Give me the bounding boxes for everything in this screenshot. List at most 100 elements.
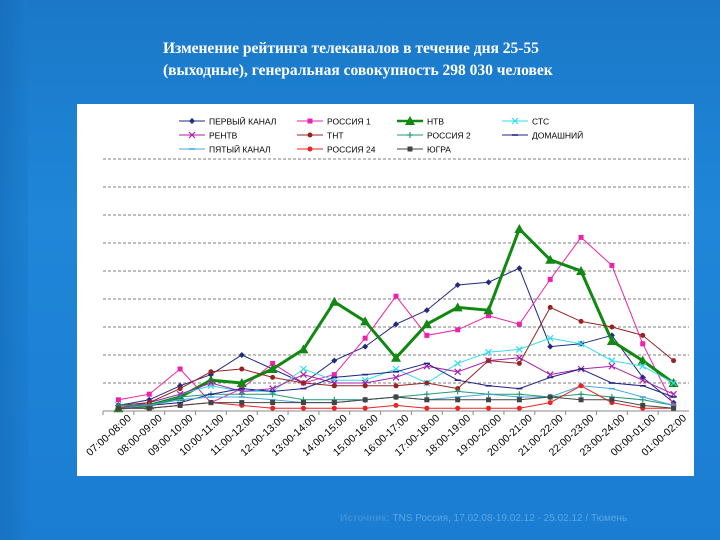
data-point xyxy=(454,359,462,367)
data-point xyxy=(639,376,647,384)
data-point xyxy=(331,405,337,411)
data-point xyxy=(300,400,306,406)
data-point xyxy=(205,375,216,385)
data-point xyxy=(578,397,584,403)
data-point xyxy=(267,364,278,373)
line-chart: 07:00-08:0008:00-09:0009:00-10:0010:00-1… xyxy=(84,116,689,459)
data-point xyxy=(545,254,556,264)
data-point xyxy=(270,400,276,406)
data-point xyxy=(391,352,401,362)
slide-title-line-2: (выходные), генеральная совокупность 298… xyxy=(163,62,553,79)
legend-item: ПЕРВЫЙ КАНАЛ xyxy=(179,116,276,127)
data-point xyxy=(362,383,368,389)
legend-item: НТВ xyxy=(397,116,444,127)
data-point xyxy=(424,332,430,338)
legend-item: ТНТ xyxy=(297,131,344,141)
chart-panel: 07:00-08:00 08:00-09:00 09:00-10:00 10:00-1… xyxy=(77,104,694,476)
data-point xyxy=(671,405,677,411)
legend-label: НТВ xyxy=(427,117,444,127)
data-point xyxy=(407,132,413,138)
data-point xyxy=(307,132,313,138)
data-point xyxy=(452,302,463,312)
data-point xyxy=(300,380,306,386)
data-point xyxy=(578,383,584,389)
data-point xyxy=(485,279,492,286)
data-point xyxy=(189,118,195,124)
data-point xyxy=(393,321,399,328)
data-point xyxy=(177,386,183,392)
data-point xyxy=(331,400,337,406)
data-point xyxy=(514,224,525,233)
slide-title-line-1: Изменение рейтинга телеканалов в течение… xyxy=(163,40,539,57)
data-point xyxy=(177,366,183,372)
data-point xyxy=(270,374,276,380)
legend-item: ДОМАШНИЙ xyxy=(502,130,583,141)
data-point xyxy=(516,321,522,327)
data-point xyxy=(454,388,461,395)
axis-layer xyxy=(102,410,689,415)
legend-label: ПЕРВЫЙ КАНАЛ xyxy=(209,116,276,127)
data-point xyxy=(236,378,247,387)
data-point xyxy=(177,402,183,408)
series-layer xyxy=(113,224,679,413)
data-point xyxy=(392,373,400,381)
legend-label: РОССИЯ 1 xyxy=(327,117,371,127)
data-point xyxy=(609,397,615,403)
data-point xyxy=(516,405,522,411)
data-point xyxy=(547,304,553,310)
legend-label: ЮГРА xyxy=(427,145,451,155)
data-point xyxy=(546,334,554,342)
data-point xyxy=(547,343,554,350)
data-point xyxy=(609,262,615,268)
data-point xyxy=(486,313,492,319)
data-point xyxy=(455,397,461,403)
slide-title: Изменение рейтинга телеканалов в течение… xyxy=(163,38,703,82)
data-point xyxy=(362,397,368,403)
data-point xyxy=(298,344,309,354)
data-point xyxy=(270,405,276,411)
data-point xyxy=(360,316,371,326)
data-point xyxy=(208,400,214,406)
legend-item: РОССИЯ 24 xyxy=(297,145,376,155)
legend-label: ПЯТЫЙ КАНАЛ xyxy=(209,144,271,155)
data-point xyxy=(578,391,585,398)
data-point xyxy=(515,345,523,353)
decorative-side-bar xyxy=(0,0,28,540)
data-point xyxy=(640,332,646,338)
data-point xyxy=(331,357,338,364)
series-line xyxy=(118,226,675,410)
data-point xyxy=(547,394,553,400)
data-point xyxy=(238,352,245,358)
legend-label: ТНТ xyxy=(327,131,344,141)
data-point xyxy=(608,357,616,365)
data-point xyxy=(270,360,276,366)
data-point xyxy=(483,305,494,315)
data-point xyxy=(578,234,584,240)
data-point xyxy=(609,324,615,330)
data-point xyxy=(485,348,492,356)
legend-item: ЮГРА xyxy=(397,145,451,155)
legend-item: РОССИЯ 1 xyxy=(297,117,371,127)
legend-label: РОССИЯ 2 xyxy=(427,131,471,141)
data-point xyxy=(606,336,617,345)
data-point xyxy=(405,116,415,125)
data-point xyxy=(516,397,522,403)
legend-label: РОССИЯ 24 xyxy=(327,145,376,155)
legend-label: ДОМАШНИЙ xyxy=(532,130,583,141)
data-point xyxy=(516,360,522,366)
data-point xyxy=(239,400,245,406)
data-point xyxy=(329,296,340,306)
legend: ПЕРВЫЙ КАНАЛ РОССИЯ 1 НТВ СТС РЕНТВ ТНТ РОССИЯ… xyxy=(179,116,583,155)
legend-item: РОССИЯ 2 xyxy=(397,131,471,141)
data-point xyxy=(670,379,678,387)
data-point xyxy=(576,266,587,275)
data-point xyxy=(454,282,461,288)
series-3 xyxy=(113,224,679,413)
data-point xyxy=(486,405,492,411)
data-point xyxy=(423,307,430,314)
data-point xyxy=(239,366,245,372)
data-point xyxy=(577,340,585,348)
data-point xyxy=(362,343,369,350)
data-point xyxy=(639,362,647,370)
data-point xyxy=(608,362,616,370)
